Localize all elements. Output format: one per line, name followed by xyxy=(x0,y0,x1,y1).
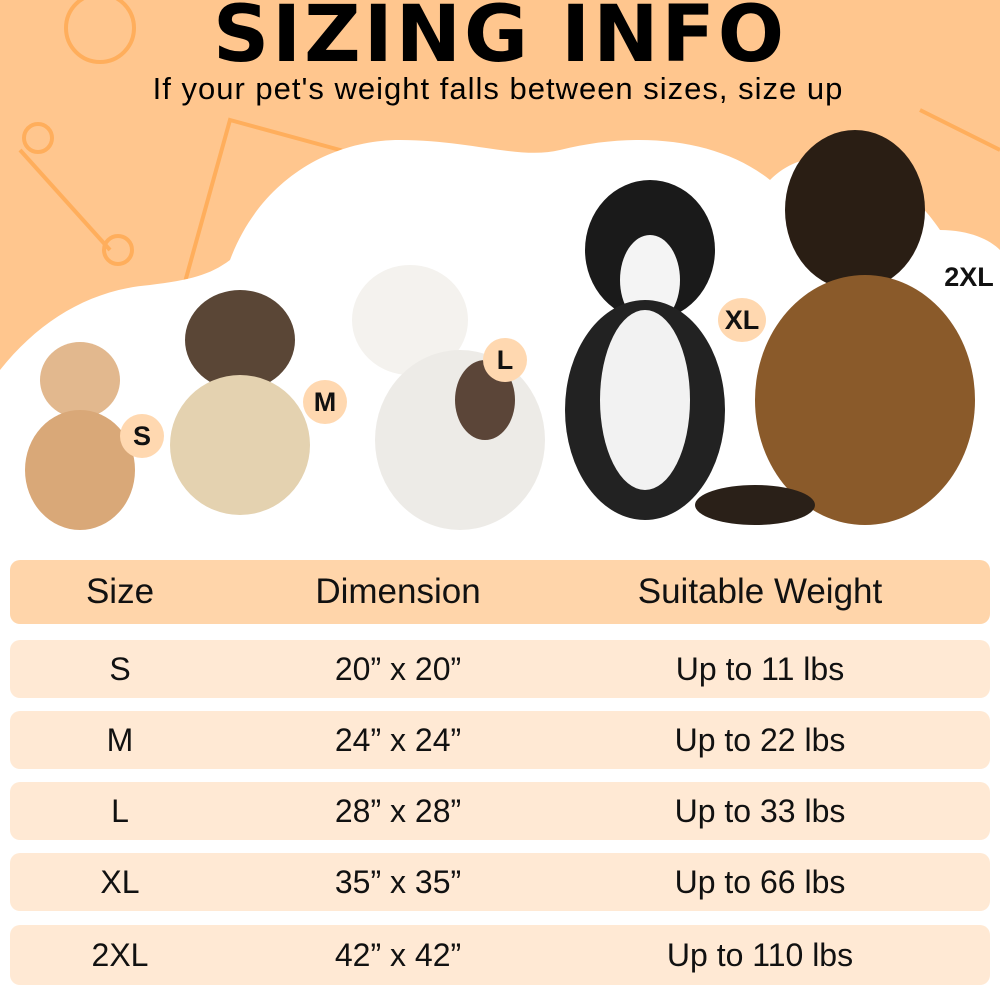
size-badge-l: L xyxy=(483,338,527,382)
size-badge-s: S xyxy=(120,414,164,458)
size-badge-2xl: 2XL xyxy=(944,262,994,292)
cell-size: L xyxy=(111,792,129,829)
size-badge-xl: XL xyxy=(718,298,766,342)
cell-weight: Up to 11 lbs xyxy=(675,650,845,687)
cell-dimension: 42” x 42” xyxy=(334,936,462,973)
cell-dimension: 35” x 35” xyxy=(334,863,462,900)
dog-french-bulldog-image xyxy=(352,265,545,530)
cell-size: S xyxy=(109,650,131,687)
cell-weight: Up to 33 lbs xyxy=(674,792,846,829)
cell-size: M xyxy=(106,721,134,758)
table-header: Size Dimension Suitable Weight xyxy=(10,560,990,624)
cell-dimension: 24” x 24” xyxy=(334,721,462,758)
table-row: L 28” x 28” Up to 33 lbs xyxy=(10,782,990,840)
page-title: SIZING INFO xyxy=(212,0,788,80)
header-weight: Suitable Weight xyxy=(637,572,883,611)
dog-pug-image xyxy=(170,290,310,515)
cell-dimension: 20” x 20” xyxy=(334,650,462,687)
cell-weight: Up to 22 lbs xyxy=(674,721,846,758)
page-subtitle: If your pet's weight falls between sizes… xyxy=(152,71,844,106)
table-row: XL 35” x 35” Up to 66 lbs xyxy=(10,853,990,911)
table-row: M 24” x 24” Up to 22 lbs xyxy=(10,711,990,769)
header-size: Size xyxy=(85,572,155,611)
cell-size: XL xyxy=(100,863,140,900)
size-badge-m: M xyxy=(303,380,347,424)
dog-german-shepherd-image xyxy=(695,130,975,525)
cell-weight: Up to 66 lbs xyxy=(674,863,846,900)
cell-dimension: 28” x 28” xyxy=(334,792,462,829)
header-dimension: Dimension xyxy=(315,572,481,611)
dog-chihuahua-image xyxy=(25,342,135,530)
cell-weight: Up to 110 lbs xyxy=(666,936,854,973)
table-row: 2XL 42” x 42” Up to 110 lbs xyxy=(10,925,990,985)
dog-border-collie-image xyxy=(565,180,725,520)
table-row: S 20” x 20” Up to 11 lbs xyxy=(10,640,990,698)
cell-size: 2XL xyxy=(91,936,149,973)
